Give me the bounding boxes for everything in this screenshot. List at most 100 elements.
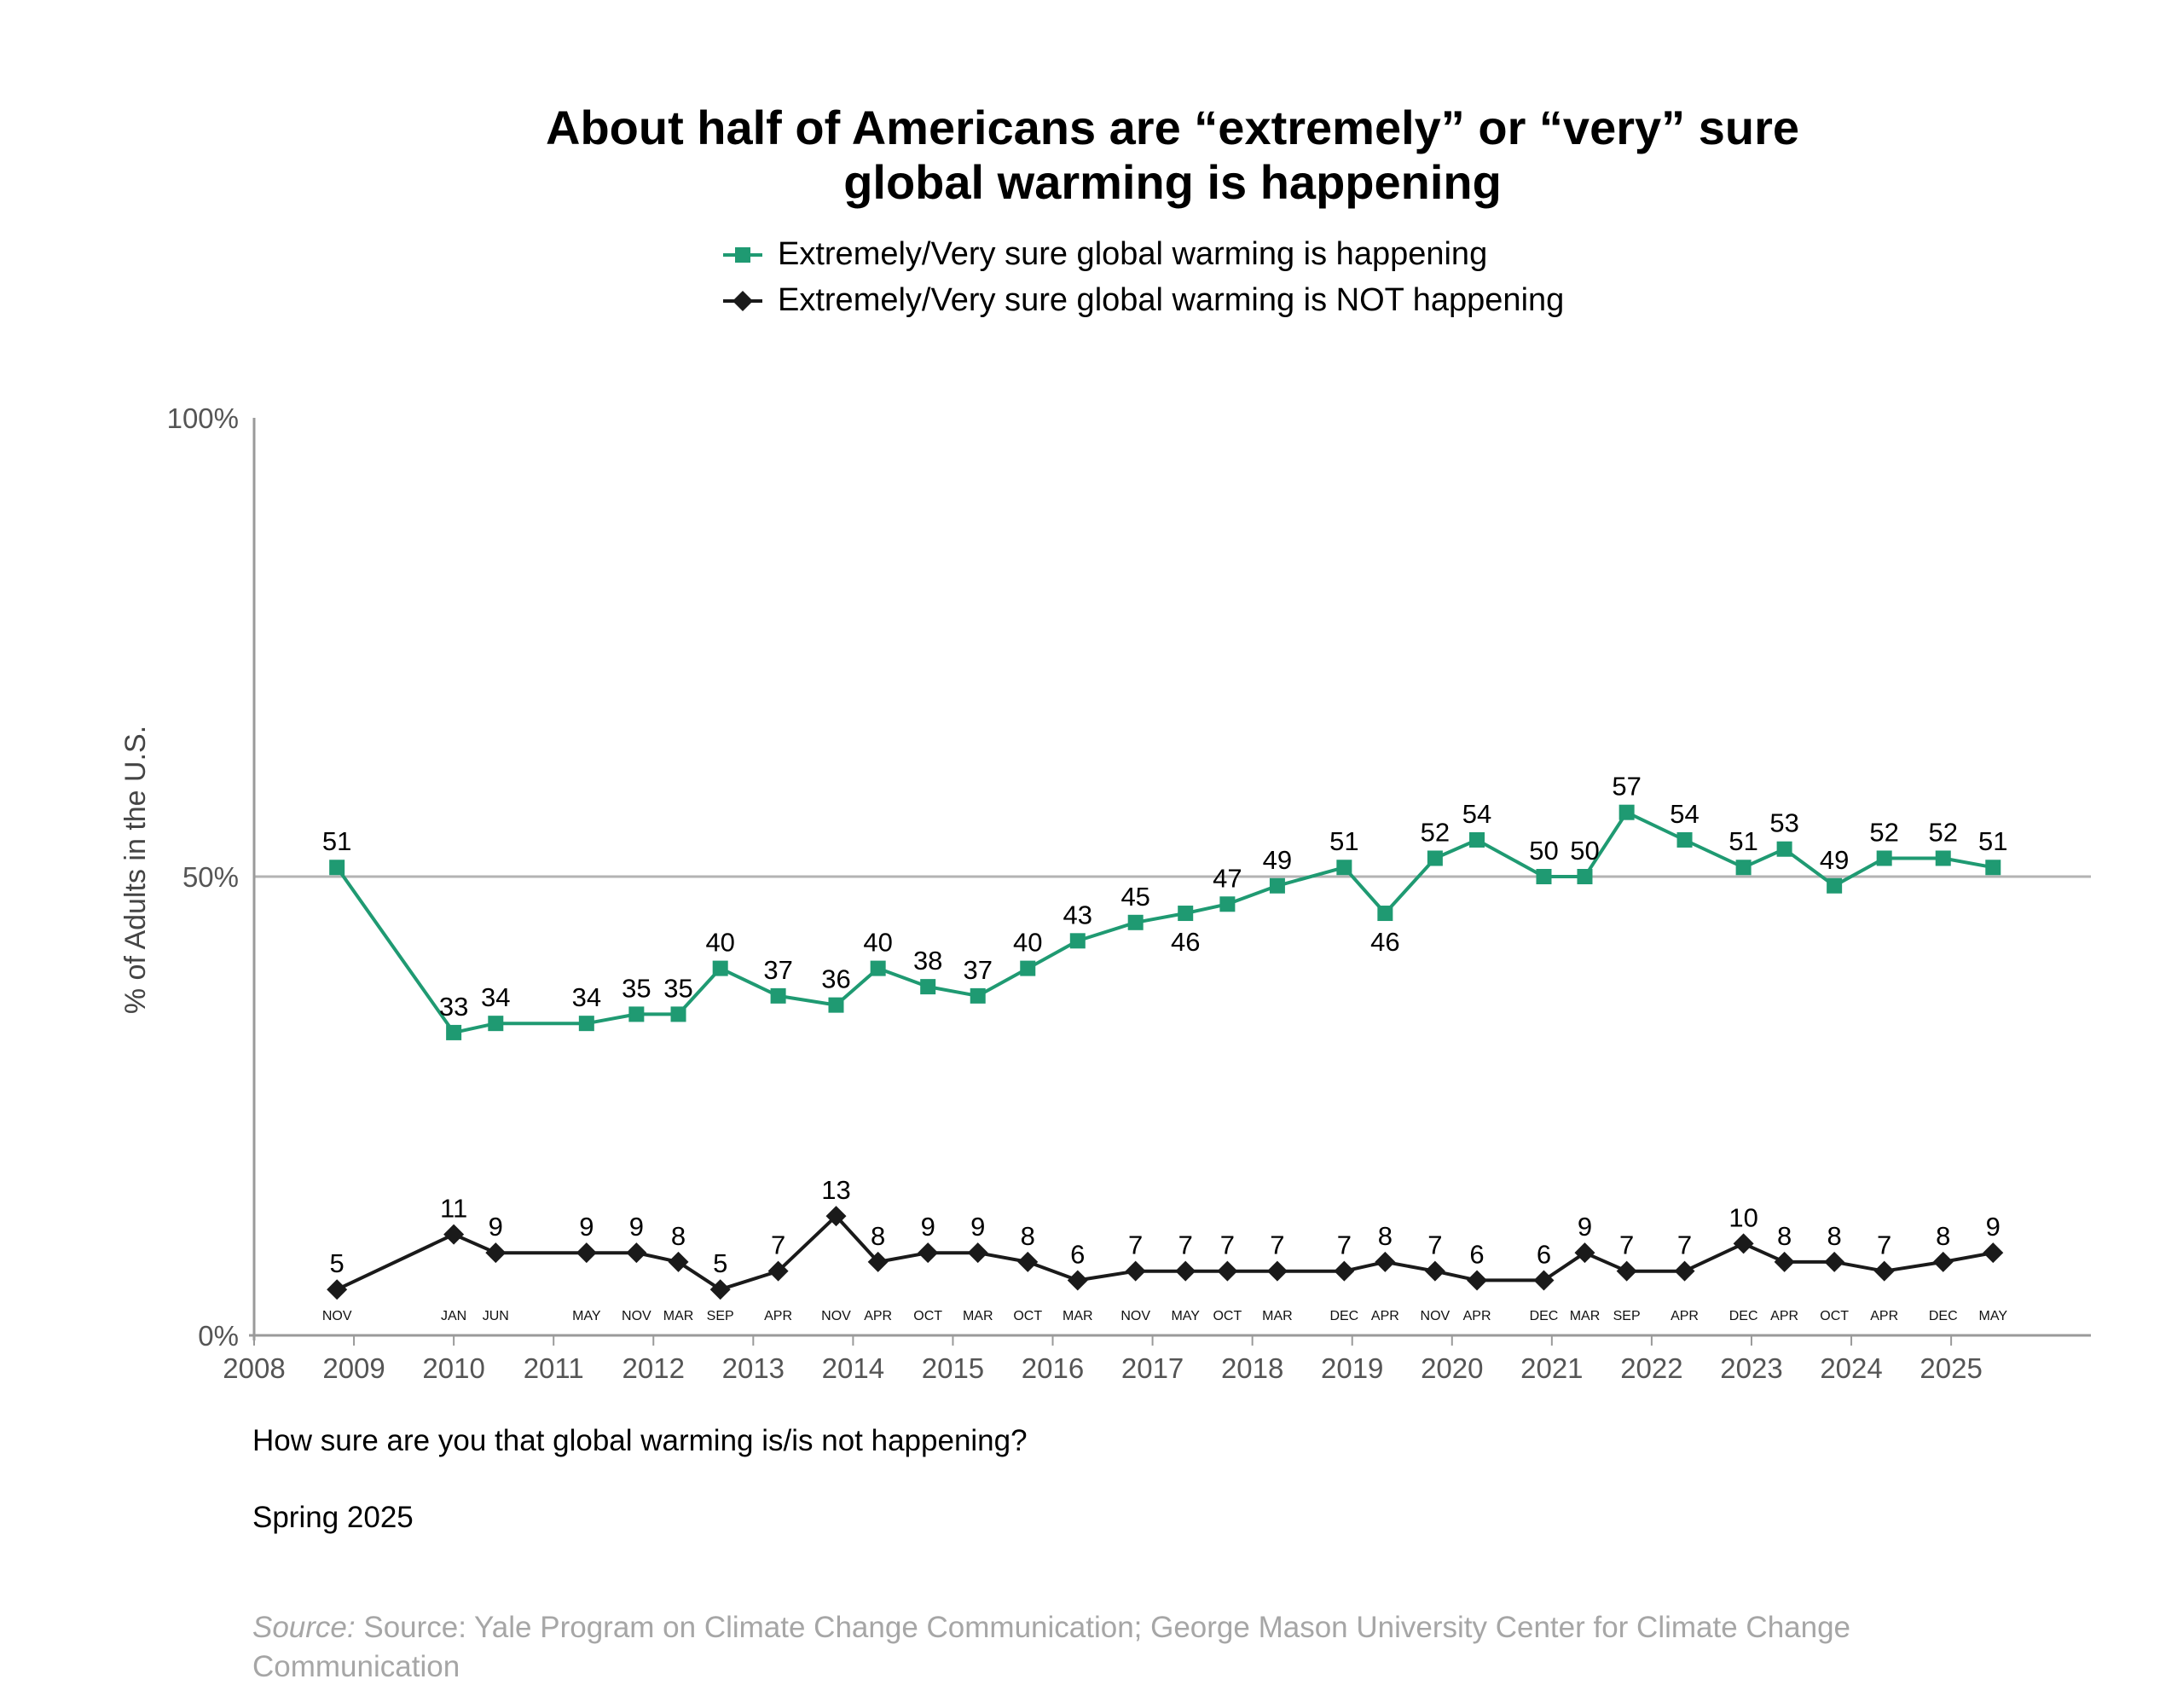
data-point (828, 997, 844, 1013)
data-point (867, 1251, 889, 1272)
source-note: Source: Source: Yale Program on Climate … (252, 1608, 2026, 1687)
data-point (1217, 1260, 1238, 1282)
data-point (1069, 933, 1086, 949)
data-point (825, 1206, 847, 1227)
data-label: 51 (1728, 826, 1757, 856)
data-point (1067, 1270, 1088, 1291)
data-label: 9 (489, 1212, 503, 1242)
data-point (1127, 914, 1144, 930)
x-tick-label: 2016 (1022, 1352, 1084, 1384)
data-point (1735, 860, 1752, 876)
data-point (1577, 869, 1593, 884)
data-point (485, 1242, 507, 1264)
x-tick-label: 2015 (922, 1352, 984, 1384)
data-label: 37 (763, 955, 792, 985)
month-label: MAR (963, 1309, 993, 1323)
month-label: MAR (663, 1309, 694, 1323)
data-label: 5 (330, 1248, 345, 1278)
data-label: 40 (863, 928, 892, 958)
x-tick-label: 2017 (1121, 1352, 1184, 1384)
data-label: 6 (1469, 1239, 1484, 1269)
source-prefix: Source: (252, 1611, 356, 1644)
data-label: 37 (963, 955, 992, 985)
data-label: 11 (440, 1194, 467, 1224)
title-line-1: About half of Americans are “extremely” … (546, 101, 1799, 154)
data-label: 8 (1777, 1221, 1792, 1251)
data-point (1334, 1260, 1355, 1282)
data-label: 7 (1877, 1230, 1891, 1260)
month-label: NOV (1421, 1309, 1451, 1323)
data-point (1536, 869, 1552, 884)
data-point (970, 987, 986, 1004)
data-point (1574, 1242, 1595, 1264)
data-point (1935, 850, 1951, 866)
data-label: 52 (1421, 817, 1450, 847)
data-label: 52 (1869, 817, 1898, 847)
month-label: APR (1770, 1309, 1798, 1323)
month-label: DEC (1530, 1309, 1559, 1323)
data-point (1824, 1251, 1845, 1272)
data-point (1676, 831, 1693, 848)
month-label: APR (1463, 1309, 1491, 1323)
data-label: 33 (439, 992, 468, 1022)
data-label: 40 (1013, 928, 1042, 958)
data-point (1427, 850, 1443, 866)
data-point (1618, 804, 1635, 820)
data-label: 7 (1337, 1230, 1352, 1260)
data-point (1336, 860, 1352, 876)
month-label: OCT (1213, 1309, 1242, 1323)
x-tick-label: 2019 (1321, 1352, 1383, 1384)
x-tick-label: 2009 (322, 1352, 385, 1384)
month-label: MAY (1171, 1309, 1200, 1323)
axes: 0% 50% 100% 2008 2009 2010 2011 2012 2013 2014 201… (167, 402, 2091, 1384)
month-label: APR (864, 1309, 892, 1323)
month-label: NOV (322, 1309, 352, 1323)
x-tick-label: 2008 (223, 1352, 285, 1384)
data-label: 7 (1220, 1230, 1235, 1260)
data-label: 8 (1378, 1221, 1393, 1251)
x-tick-label: 2013 (722, 1352, 785, 1384)
data-label: 8 (1827, 1221, 1842, 1251)
data-point (1219, 896, 1236, 912)
data-label: 49 (1820, 845, 1849, 875)
data-label: 7 (1619, 1230, 1634, 1260)
data-label: 35 (622, 973, 651, 1003)
data-point (1776, 841, 1792, 857)
data-point (1985, 860, 2001, 876)
month-label: APR (1371, 1309, 1399, 1323)
data-point (443, 1224, 465, 1245)
series-happening: 51 33 34 34 35 35 40 37 36 40 38 37 40 43 45 46 47 49 51 46… (322, 772, 2008, 1040)
data-point (576, 1242, 597, 1264)
data-point (870, 960, 886, 976)
data-point (1424, 1260, 1445, 1282)
data-point (1827, 877, 1843, 894)
y-axis-title: % of Adults in the U.S. (119, 726, 152, 1014)
data-label: 9 (921, 1212, 935, 1242)
data-label: 36 (821, 964, 850, 994)
data-point (1876, 850, 1892, 866)
x-tick-label: 2025 (1920, 1352, 1982, 1384)
data-label: 34 (481, 982, 510, 1012)
data-point (446, 1024, 462, 1040)
month-label: OCT (1820, 1309, 1849, 1323)
x-tick-label: 2020 (1421, 1352, 1483, 1384)
data-label: 46 (1370, 927, 1399, 957)
data-point (967, 1242, 988, 1264)
data-label: 51 (1329, 826, 1358, 856)
x-tick-label: 2012 (622, 1352, 685, 1384)
data-point (918, 1242, 939, 1264)
data-point (770, 987, 786, 1004)
data-label: 43 (1063, 900, 1092, 929)
data-label: 7 (771, 1230, 785, 1260)
data-point (670, 1006, 686, 1022)
survey-season: Spring 2025 (252, 1501, 414, 1534)
data-label: 46 (1171, 927, 1200, 957)
data-point (1266, 1260, 1288, 1282)
data-point (709, 1279, 731, 1300)
data-point (1125, 1260, 1146, 1282)
data-label: 9 (1578, 1212, 1592, 1242)
month-label: DEC (1929, 1309, 1958, 1323)
y-tick-label: 100% (167, 402, 239, 434)
data-label: 50 (1570, 836, 1599, 866)
